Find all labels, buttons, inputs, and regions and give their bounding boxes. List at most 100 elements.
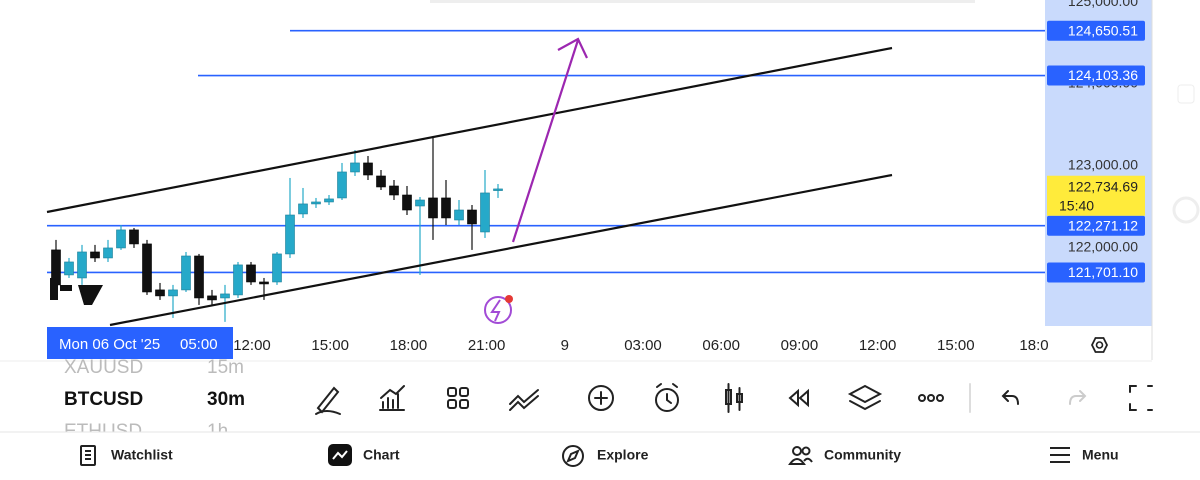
x-tick-label: 09:00 [781,337,819,354]
logo [50,278,103,305]
chart-icon[interactable] [328,444,352,466]
candle-body [246,264,256,283]
candle-body [337,171,347,199]
candle-body [311,201,321,205]
last-price-label: 122,734.69 [1068,178,1138,194]
nav-icons [80,444,1070,467]
level-label: 124,650.51 [1068,22,1138,38]
x-tick-label: 21:00 [468,337,506,354]
candle-body [389,185,399,196]
countdown-label: 15:40 [1059,197,1094,213]
y-tick-label: 122,000.00 [1068,239,1138,255]
crosshair-box [47,327,233,359]
level-label: 124,103.36 [1068,67,1138,83]
level-label-box [1047,20,1145,41]
symbol-interval[interactable]: 30m [207,389,245,410]
layouts[interactable] [447,387,469,409]
explore-icon[interactable] [562,445,584,467]
channel-upper [46,46,893,214]
nav-label[interactable]: Watchlist [111,447,173,463]
candle-body [64,261,74,276]
watchlist-icon[interactable] [80,445,96,466]
candle-body [285,214,295,255]
nav-label[interactable]: Chart [363,447,400,463]
arrow-head [557,37,588,59]
candle-body [428,197,438,219]
x-tick-label: 12:00 [233,337,271,354]
candle-body [259,281,269,285]
level-label-box [1047,65,1145,86]
candle-body [103,247,113,259]
x-tick-label: 18:0 [1019,337,1048,354]
more[interactable] [918,394,944,402]
fullscreen[interactable] [1129,385,1153,411]
menu-icon[interactable] [1050,447,1070,463]
candle-body [194,255,204,299]
candle-body [441,197,451,219]
candle-body [90,251,100,259]
draw-tool[interactable] [315,386,341,415]
x-tick-label: 12:00 [859,337,897,354]
nav-label[interactable]: Community [824,447,901,463]
level-label: 121,701.10 [1068,264,1138,280]
x-tick-label: 9 [561,337,569,354]
level-label: 122,271.12 [1068,217,1138,233]
candle-body [363,162,373,176]
redo[interactable] [1069,390,1087,405]
candle-body [467,209,477,225]
side-edge [1172,196,1200,224]
symbol-name[interactable]: BTCUSD [64,389,143,410]
candle-body [480,192,490,233]
candle-body [116,229,126,249]
nav-items: Watchlist Chart Explore Community Menu [111,447,1119,463]
candle-body [454,209,464,221]
candle-body [376,175,386,188]
crosshair-date: Mon 06 Oct '25 [59,336,160,353]
symbol-interval[interactable]: 15m [207,357,244,378]
candle-body [142,243,152,293]
nav-label[interactable]: Menu [1082,447,1119,463]
candle-body [207,295,217,301]
axis-layer: 125,000.00124,000.00123,000.00122,000.00… [47,0,1145,359]
y-tick-label: 123,000.00 [1068,157,1138,173]
candle-body [220,293,230,299]
crosshair-time: 05:00 [180,336,218,353]
channel-lower [109,173,893,327]
symbol-name[interactable]: XAUUSD [64,357,143,378]
settings-icon[interactable] [1090,337,1109,353]
candle-body [168,289,178,297]
magic-icon[interactable] [484,295,513,324]
candle-body [77,251,87,279]
compare[interactable] [509,389,539,411]
candle-body [155,289,165,297]
plot-area [47,29,1045,322]
nav-label[interactable]: Explore [597,447,649,463]
level-label-box [1047,215,1145,236]
arrow [511,39,580,243]
level-label-box [1047,262,1145,283]
y-tick-label: 125,000.00 [1068,0,1138,9]
indicators[interactable] [379,385,405,411]
alert[interactable] [655,383,679,412]
x-tick-label: 18:00 [390,337,428,354]
x-tick-label: 15:00 [937,337,975,354]
drawings [46,37,893,327]
toolbar [315,383,1153,415]
layers[interactable] [847,384,883,411]
candle-body [181,255,191,291]
popup-edge [430,0,975,3]
candle-body [272,253,282,283]
candle-body [233,264,243,296]
x-tick-label: 03:00 [624,337,662,354]
x-tick-label: 06:00 [702,337,740,354]
community-icon[interactable] [788,446,813,465]
undo[interactable] [1001,390,1019,405]
candle-body [402,194,412,211]
x-tick-label: 15:00 [311,337,349,354]
chart-type[interactable] [725,383,743,413]
add[interactable] [588,385,614,411]
side-edge [1177,84,1195,104]
replay[interactable] [788,388,809,408]
